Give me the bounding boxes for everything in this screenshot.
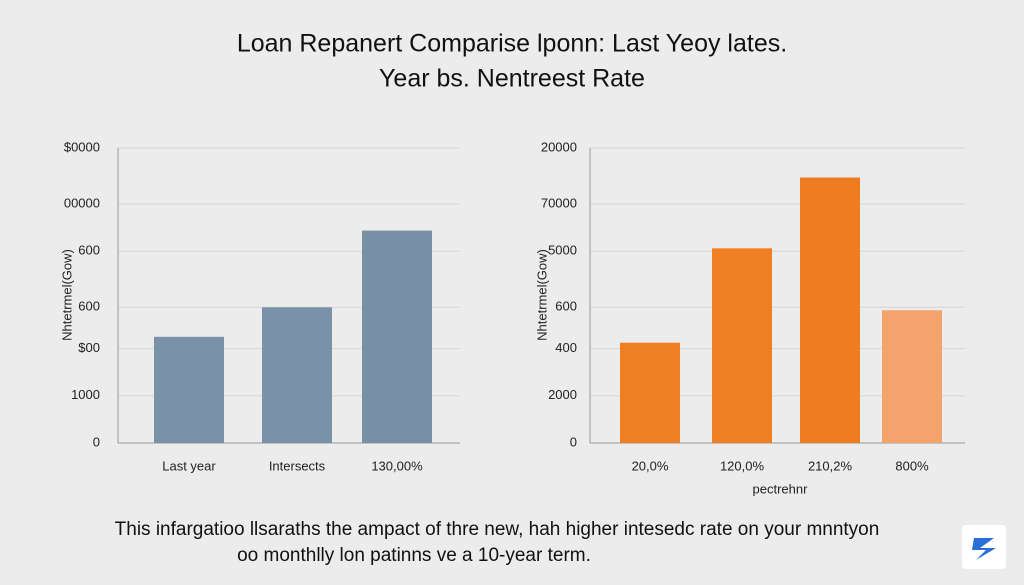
x-tick-label: Intersects bbox=[269, 458, 326, 473]
x-tick-label: 800% bbox=[895, 458, 929, 473]
title-line: Loan Repanert Comparise lponn: Last Yeoy… bbox=[237, 30, 787, 58]
logo bbox=[962, 525, 1006, 569]
y-tick-label: 600 bbox=[78, 243, 100, 258]
y-tick-label: 600 bbox=[78, 299, 100, 314]
y-tick-label: 400 bbox=[555, 340, 577, 355]
y-tick-label: 0 bbox=[570, 434, 577, 449]
y-tick-label: 70000 bbox=[541, 195, 577, 210]
x-tick-label: 130,00% bbox=[371, 458, 423, 473]
x-axis-label: pectrehnr bbox=[753, 481, 809, 496]
x-tick-label: Last year bbox=[162, 458, 216, 473]
bar bbox=[712, 248, 772, 443]
x-tick-label: 210,2% bbox=[808, 458, 853, 473]
title-line: Year bs. Nentreest Rate bbox=[379, 65, 645, 93]
x-tick-label: 20,0% bbox=[632, 458, 669, 473]
y-tick-label: 5000 bbox=[548, 243, 577, 258]
caption-line: oo monthlly lon patinns ve a 10-year ter… bbox=[237, 545, 591, 566]
y-axis-label: Nhtetrmel(Gow) bbox=[534, 249, 549, 341]
caption-line: This infargatioo llsaraths the ampact of… bbox=[115, 519, 880, 540]
bar bbox=[262, 307, 332, 443]
y-tick-label: 0 bbox=[93, 434, 100, 449]
bar bbox=[154, 336, 224, 443]
bar bbox=[800, 177, 860, 443]
y-tick-label: 20000 bbox=[541, 139, 577, 154]
bar bbox=[882, 310, 942, 443]
bar bbox=[362, 230, 432, 443]
y-tick-label: 1000 bbox=[71, 387, 100, 402]
x-tick-label: 120,0% bbox=[720, 458, 765, 473]
y-tick-label: $0000 bbox=[64, 139, 100, 154]
bar bbox=[620, 342, 680, 443]
y-tick-label: $00 bbox=[78, 340, 100, 355]
y-axis-label: Nhtetrmel(Gow) bbox=[59, 249, 74, 341]
y-tick-label: 2000 bbox=[548, 387, 577, 402]
y-tick-label: 00000 bbox=[64, 195, 100, 210]
y-tick-label: 600 bbox=[555, 299, 577, 314]
